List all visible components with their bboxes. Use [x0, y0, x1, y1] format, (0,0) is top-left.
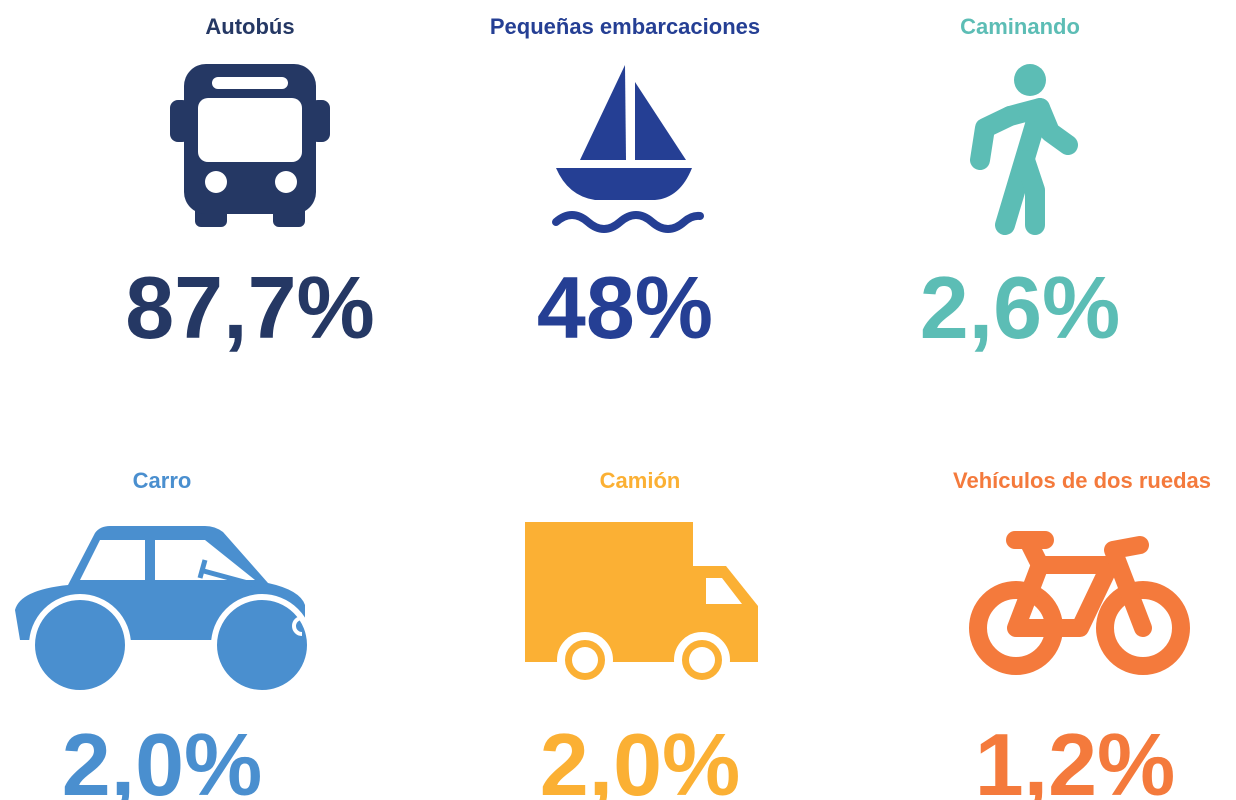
label: Autobús [205, 14, 294, 39]
value: 2,6% [920, 258, 1121, 357]
value: 1,2% [975, 715, 1176, 800]
boat-icon [552, 65, 704, 233]
walking-icon [970, 64, 1078, 235]
label: Vehículos de dos ruedas [953, 468, 1211, 493]
value: 2,0% [62, 715, 263, 800]
label: Camión [600, 468, 681, 493]
value: 2,0% [540, 715, 741, 800]
car-icon [15, 526, 313, 696]
label: Caminando [960, 14, 1080, 39]
label: Pequeñas embarcaciones [490, 14, 760, 39]
value: 48% [537, 258, 713, 357]
truck-icon [525, 522, 758, 688]
value: 87,7% [125, 258, 375, 357]
bus-icon [170, 64, 330, 227]
bike-icon [969, 531, 1190, 675]
label: Carro [133, 468, 192, 493]
